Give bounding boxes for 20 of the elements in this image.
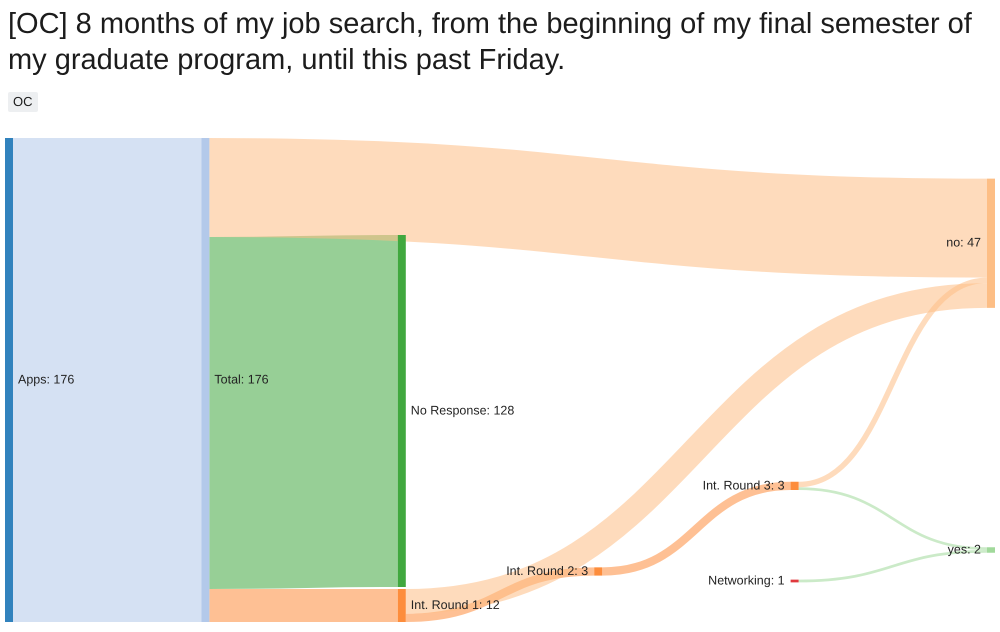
data-label: : 3: [770, 478, 785, 492]
category-label: Total: [214, 372, 241, 386]
category-label: Int. Round 3: [702, 478, 771, 492]
data-label: : 128: [486, 403, 514, 418]
data-label: : 3: [574, 564, 588, 578]
category-label: no: [946, 236, 960, 250]
category-label: No Response: [410, 403, 487, 418]
category-label: Int. Round 1: [410, 598, 479, 612]
data-label: : 12: [478, 598, 500, 612]
text: OC: [8, 92, 38, 112]
data-label: : 1: [770, 573, 785, 588]
category-label: yes: [948, 542, 968, 556]
category-label: Apps: [18, 372, 46, 386]
text: [OC] 8 months of my job search, from the beginning of my final semester of my graduate program, until this past Friday.: [8, 7, 973, 78]
category-label: Networking: [708, 573, 771, 588]
data-label: : 176: [46, 372, 74, 386]
data-label: : 2: [967, 542, 982, 556]
data-label: : 176: [240, 372, 269, 386]
data-label: : 47: [960, 236, 982, 250]
category-label: Int. Round 2: [506, 564, 574, 578]
